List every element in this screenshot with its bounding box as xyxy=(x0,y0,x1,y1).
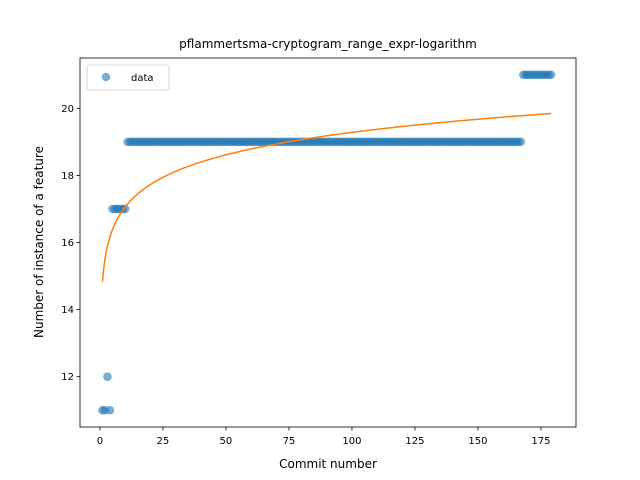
x-axis-label: Commit number xyxy=(279,457,377,471)
x-tick-label: 125 xyxy=(405,436,424,447)
series-layer xyxy=(98,70,556,415)
x-tick-label: 50 xyxy=(220,436,233,447)
legend-marker xyxy=(101,72,111,82)
y-tick-label: 16 xyxy=(61,238,74,249)
y-axis-label: Number of instance of a feature xyxy=(32,146,46,338)
legend: data xyxy=(86,64,170,91)
data-point xyxy=(516,137,526,147)
y-tick-label: 18 xyxy=(61,171,74,182)
x-tick-label: 75 xyxy=(283,436,296,447)
axes-layer: 0 25 50 75 100 125 150 175 12 14 16 18 20 xyxy=(61,57,577,447)
y-tick-label: 20 xyxy=(61,104,74,115)
x-tick-label: 100 xyxy=(342,436,361,447)
y-tick-label: 14 xyxy=(61,305,74,316)
data-point xyxy=(546,70,556,80)
data-point xyxy=(103,372,112,381)
fit-line xyxy=(101,112,552,282)
x-tick-label: 150 xyxy=(468,436,487,447)
chart-title: pflammertsma-cryptogram_range_expr-logar… xyxy=(179,37,477,51)
x-tick-label: 0 xyxy=(97,436,103,447)
legend-box xyxy=(86,64,170,91)
data-point xyxy=(105,405,115,415)
x-tick-label: 25 xyxy=(157,436,170,447)
x-tick-label: 175 xyxy=(531,436,550,447)
legend-label: data xyxy=(131,73,154,84)
y-tick-label: 12 xyxy=(61,372,74,383)
